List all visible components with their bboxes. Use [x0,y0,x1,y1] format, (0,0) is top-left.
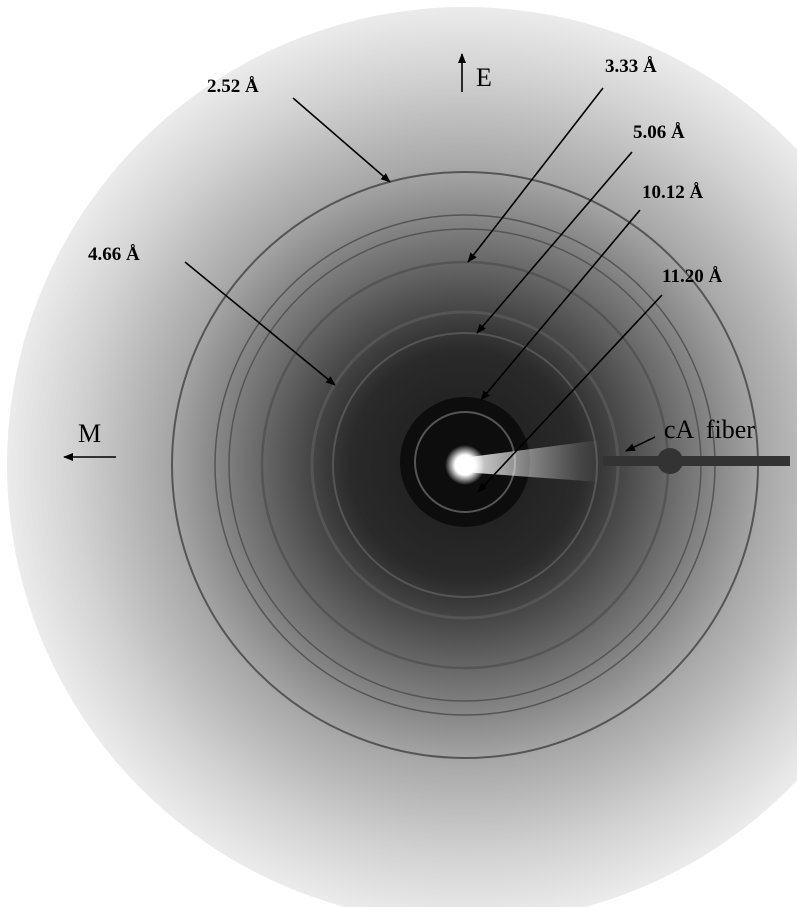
beam-stop-head [657,448,683,474]
diffraction-figure: 2.52 Å 3.33 Å 5.06 Å 10.12 Å 11.20 Å 4.6… [0,0,797,907]
beam-stop [603,456,790,466]
d-label: 3.33 Å [605,56,657,77]
d-label: 11.20 Å [662,266,722,287]
meridian-label: M [78,419,101,448]
beam-spot [445,445,485,485]
d-label: 4.66 Å [88,244,140,265]
d-label: 5.06 Å [633,122,685,143]
sample-label: cA fiber [664,415,755,444]
d-label: 10.12 Å [642,182,704,203]
d-label: 2.52 Å [207,76,259,97]
equator-label: E [476,63,492,92]
